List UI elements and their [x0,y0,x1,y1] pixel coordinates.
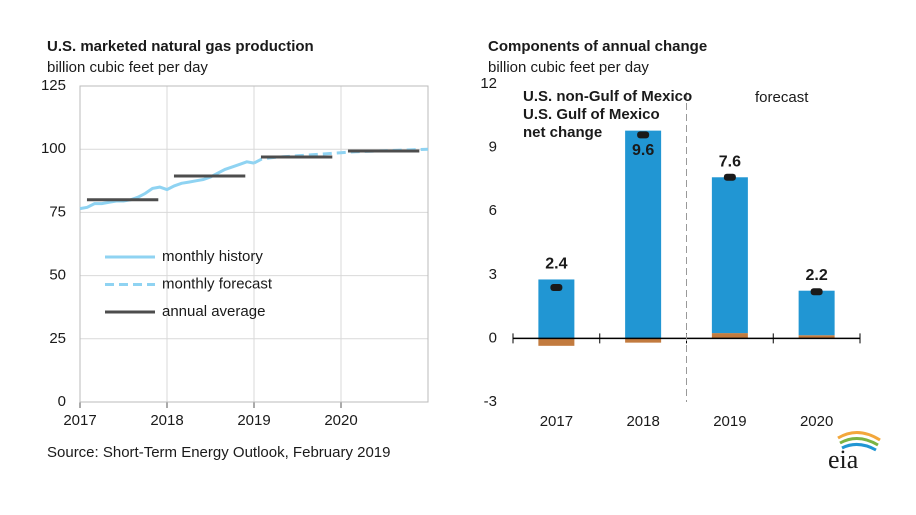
x-tick-label: 2018 [626,413,659,430]
source: Source: Short-Term Energy Outlook, Febru… [47,444,391,461]
chart-title: Components of annual change [488,38,707,55]
y-tick-label: 50 [49,267,66,284]
logo-arc [837,431,881,442]
value-label: 2.4 [545,256,567,273]
net-change-marker [810,288,823,296]
y-tick-label: -3 [484,393,497,410]
net-change-marker [550,284,563,292]
bar-segment [625,338,662,343]
y-tick-label: 100 [41,140,66,157]
chart-subtitle: billion cubic feet per day [47,59,208,76]
x-tick-label: 2019 [237,412,270,429]
x-tick-label: 2020 [800,413,833,430]
x-tick-label: 2017 [63,412,96,429]
net-change-marker [723,173,736,181]
net-change-marker [637,131,650,139]
y-tick-label: 12 [480,75,497,92]
logo-arc [841,443,877,452]
y-tick-label: 125 [41,77,66,94]
legend-label: monthly history [162,248,263,265]
x-tick-label: 2019 [713,413,746,430]
legend-label: monthly forecast [162,275,273,292]
x-tick-label: 2020 [324,412,357,429]
plot-frame [79,85,429,403]
x-tick-label: 2018 [150,412,183,429]
y-tick-label: 75 [49,203,66,220]
bar-segment [711,333,748,339]
chart-subtitle: billion cubic feet per day [488,59,649,76]
y-tick-label: 6 [489,202,497,219]
chart-title: U.S. marketed natural gas production [47,38,314,55]
bar-segment [538,338,575,346]
y-tick-label: 0 [489,329,497,346]
legend-label: U.S. non-Gulf of Mexico [523,88,692,105]
legend-label: U.S. Gulf of Mexico [523,106,660,123]
logo: eia [828,431,881,474]
y-tick-label: 9 [489,139,497,156]
y-tick-label: 25 [49,330,66,347]
x-tick-label: 2017 [540,413,573,430]
logo-arc [839,437,879,447]
bar-segment [625,130,662,339]
bar-segment [798,335,835,339]
value-label: 7.6 [719,153,741,170]
annotation: forecast [755,89,809,106]
y-tick-label: 3 [489,266,497,283]
value-label: 2.2 [806,267,828,284]
legend-label: net change [523,124,602,141]
y-tick-label: 0 [58,393,66,410]
bar-segment [798,290,835,336]
logo-text: eia [828,445,859,474]
bar-segment [711,177,748,334]
legend-label: annual average [162,303,265,320]
series-line [79,160,255,211]
value-label: 9.6 [632,142,654,159]
